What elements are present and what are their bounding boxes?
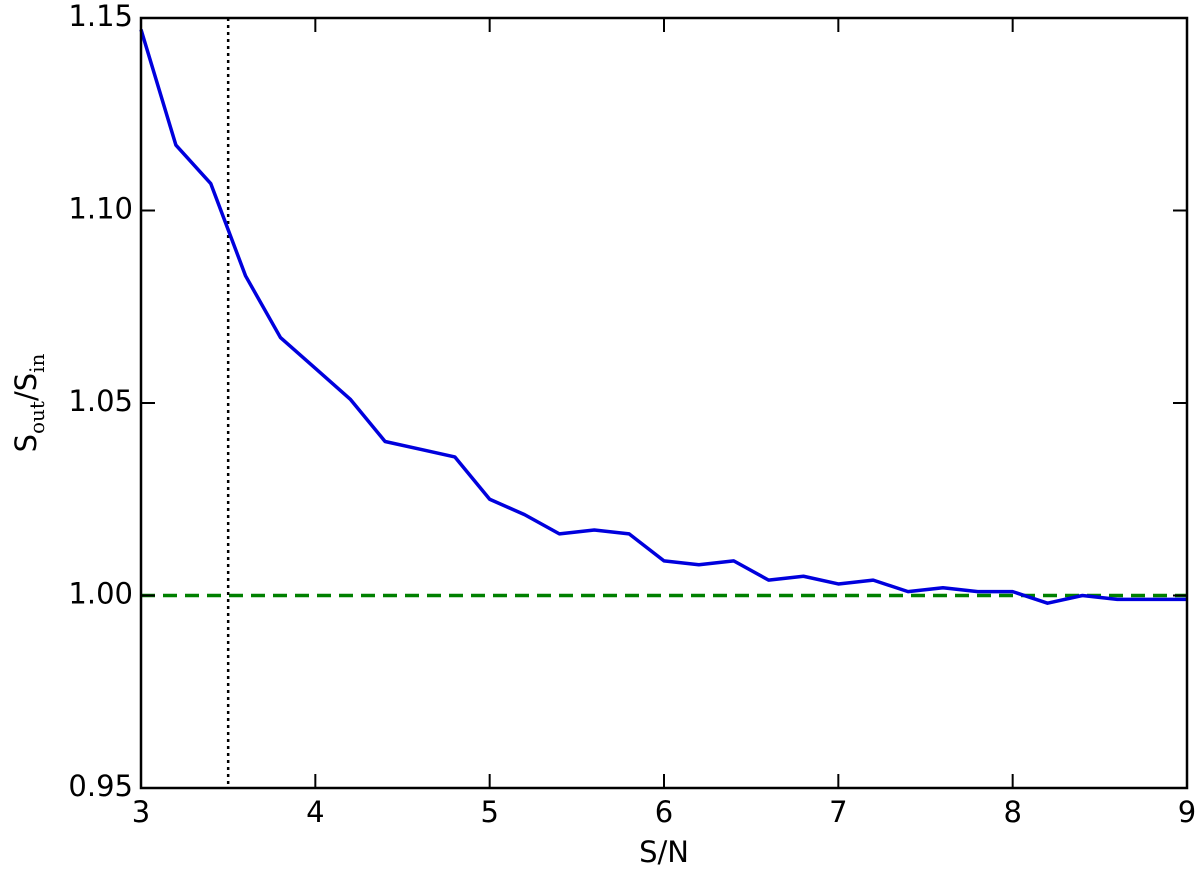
data-line [139,29,1187,605]
x-tick-label: 8 [1003,795,1021,829]
x-tick-label: 4 [306,795,324,829]
y-axis-label: Sout/Sin [9,353,49,452]
y-tick-label: 1.00 [68,577,133,611]
y-label-sub: out [25,401,49,434]
plot-frame [139,16,1189,790]
x-tick-label: 7 [829,795,847,829]
x-tick-label: 6 [655,795,673,829]
x-axis-label: S/N [639,835,689,869]
y-tick-label: 0.95 [68,769,133,803]
y-tick-label: 1.05 [68,384,133,418]
y-label-sub: in [25,353,49,372]
x-tick-label: 5 [480,795,498,829]
y-label-part: S [9,434,43,452]
y-label-part: /S [9,373,43,401]
x-tick-label: 9 [1178,795,1196,829]
y-tick-label: 1.15 [68,0,133,33]
y-tick-label: 1.10 [68,192,133,226]
x-tick-label: 3 [132,795,150,829]
